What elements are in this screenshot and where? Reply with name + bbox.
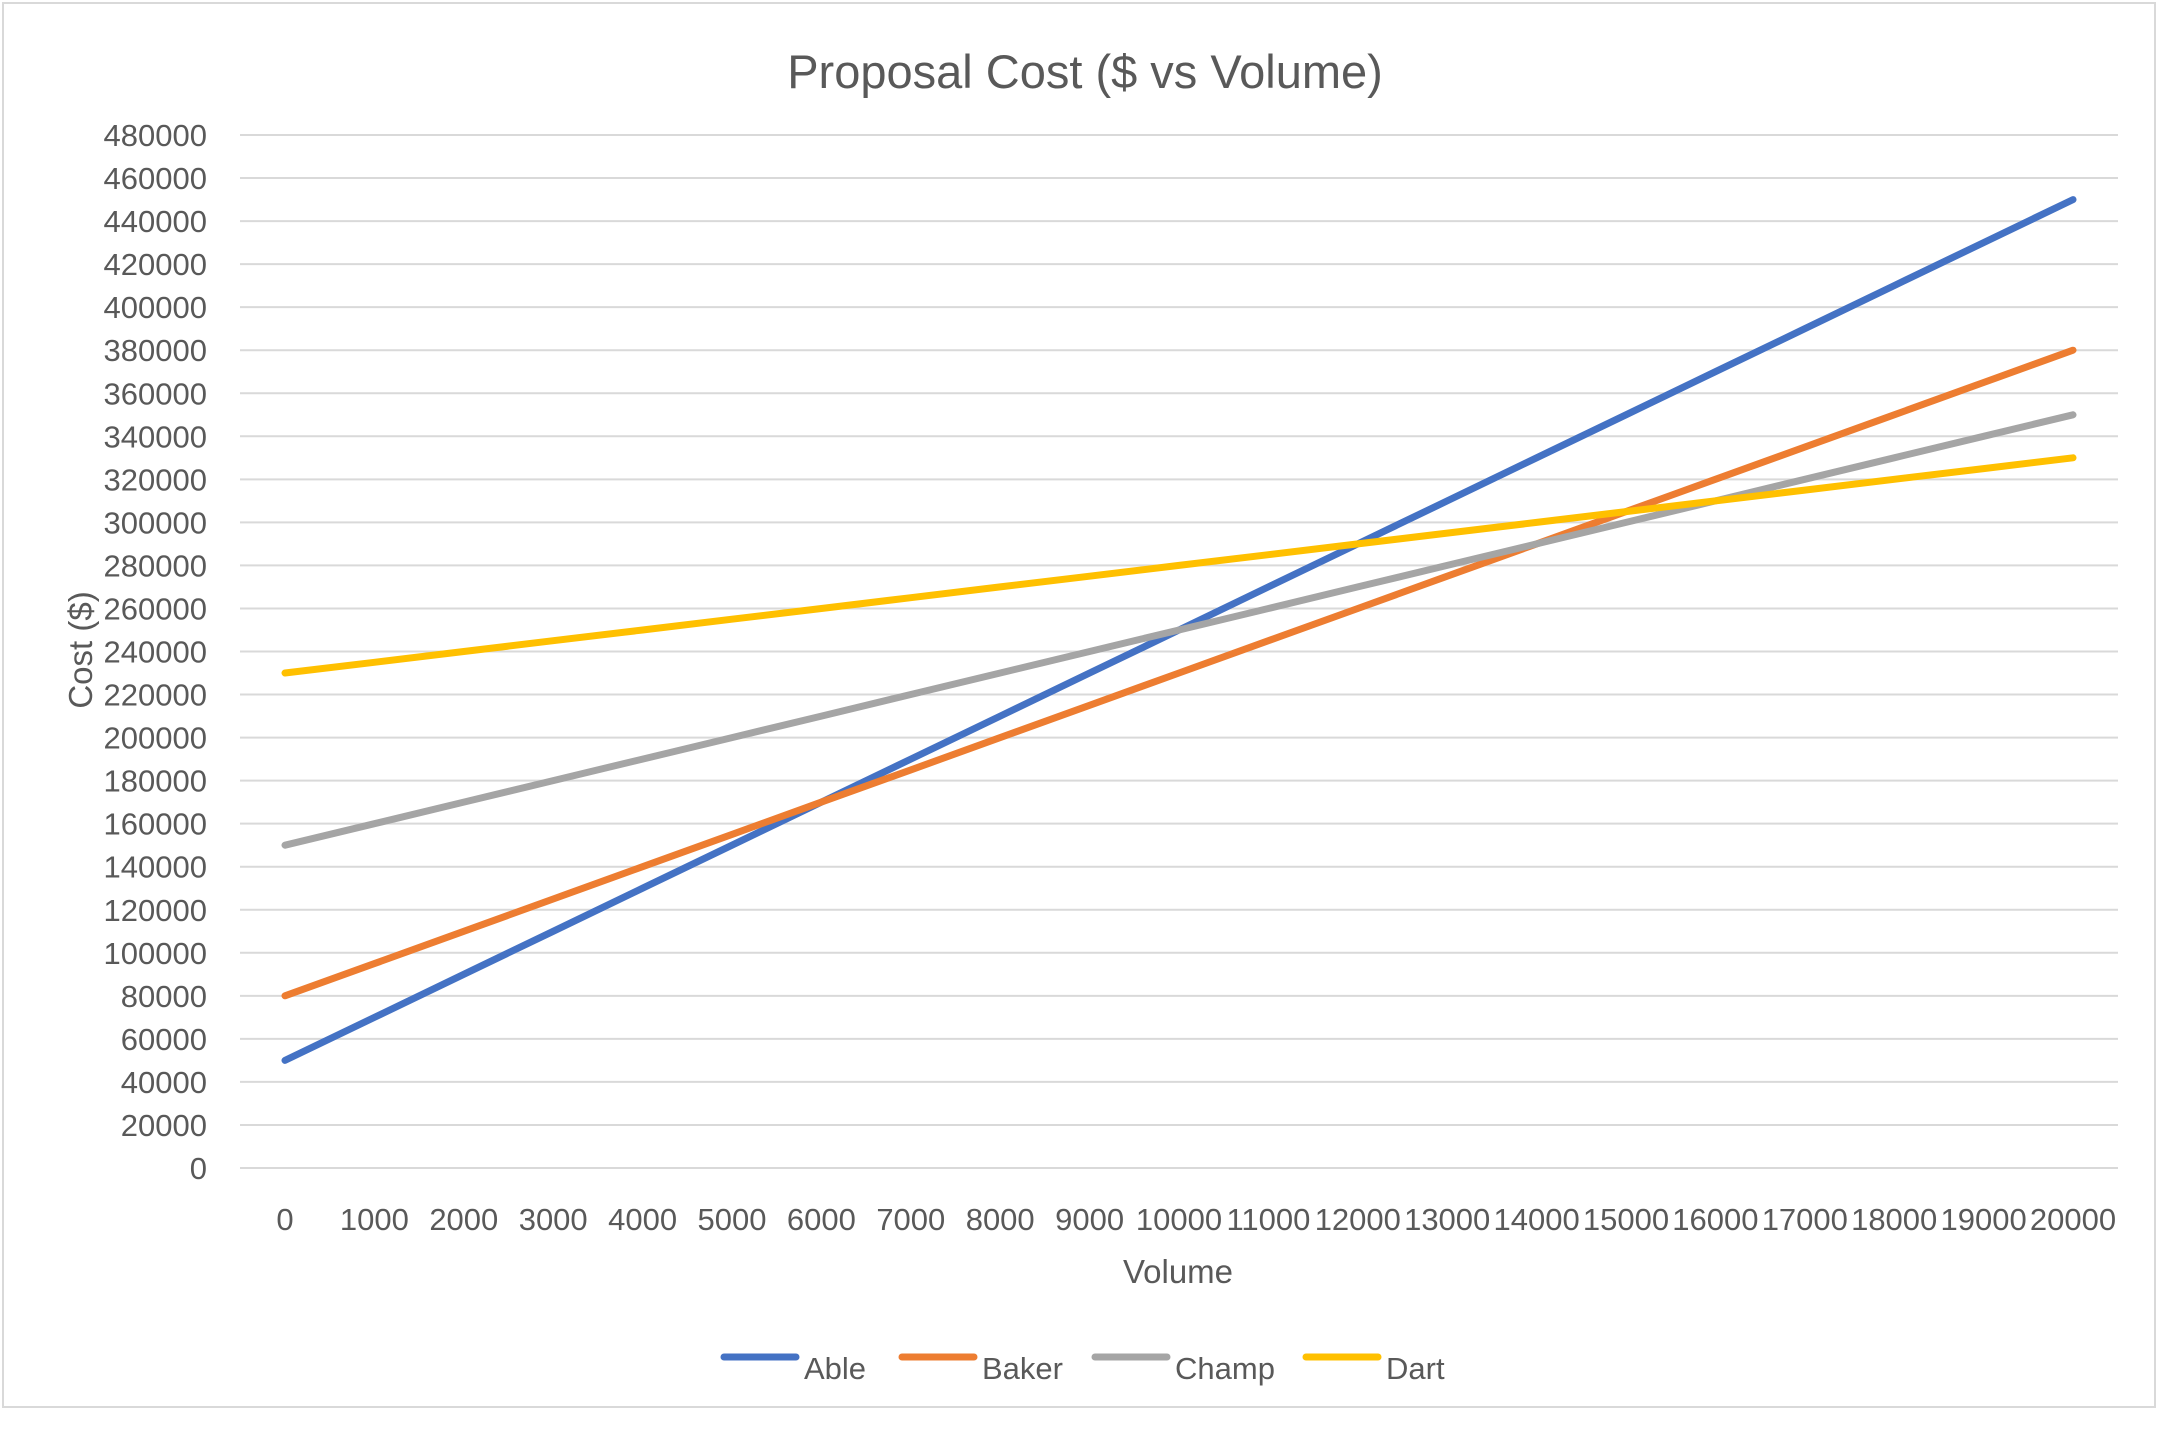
x-tick-label: 5000 bbox=[698, 1202, 767, 1237]
y-tick-label: 300000 bbox=[104, 505, 207, 540]
y-tick-label: 480000 bbox=[104, 118, 207, 153]
x-tick-label: 6000 bbox=[787, 1202, 856, 1237]
legend-item-able: Able bbox=[720, 1351, 866, 1386]
y-tick-label: 420000 bbox=[104, 247, 207, 282]
y-tick-label: 80000 bbox=[121, 979, 207, 1014]
legend-label: Dart bbox=[1386, 1351, 1445, 1386]
x-tick-label: 20000 bbox=[2030, 1202, 2116, 1237]
x-tick-label: 2000 bbox=[429, 1202, 498, 1237]
x-tick-label: 1000 bbox=[340, 1202, 409, 1237]
y-tick-label: 0 bbox=[190, 1151, 207, 1186]
x-tick-label: 0 bbox=[276, 1202, 293, 1237]
y-tick-label: 320000 bbox=[104, 462, 207, 497]
series-line-dart bbox=[281, 454, 2077, 677]
x-tick-label: 9000 bbox=[1055, 1202, 1124, 1237]
x-tick-label: 4000 bbox=[608, 1202, 677, 1237]
legend-item-baker: Baker bbox=[898, 1351, 1063, 1386]
y-tick-label: 160000 bbox=[104, 807, 207, 842]
x-tick-label: 10000 bbox=[1136, 1202, 1222, 1237]
y-tick-label: 180000 bbox=[104, 764, 207, 799]
y-tick-label: 200000 bbox=[104, 721, 207, 756]
y-tick-label: 440000 bbox=[104, 204, 207, 239]
y-tick-label: 280000 bbox=[104, 548, 207, 583]
legend-label: Champ bbox=[1175, 1351, 1275, 1386]
x-tick-label: 18000 bbox=[1851, 1202, 1937, 1237]
y-tick-label: 260000 bbox=[104, 591, 207, 626]
x-axis-ticks: 0 1000 2000 3000 4000 5000 6000 7000 8000 9000 100… bbox=[276, 1202, 2116, 1237]
y-tick-label: 120000 bbox=[104, 893, 207, 928]
x-tick-label: 13000 bbox=[1404, 1202, 1490, 1237]
y-axis-ticks: 0 20000 40000 60000 80000 100000 120000 140000 1… bbox=[104, 118, 207, 1186]
series-line-baker bbox=[281, 346, 2077, 1000]
x-tick-label: 7000 bbox=[876, 1202, 945, 1237]
x-tick-label: 3000 bbox=[519, 1202, 588, 1237]
x-tick-label: 17000 bbox=[1762, 1202, 1848, 1237]
legend: Able Baker Champ Dart bbox=[720, 1351, 1445, 1386]
y-tick-label: 140000 bbox=[104, 850, 207, 885]
x-tick-label: 14000 bbox=[1493, 1202, 1579, 1237]
y-tick-label: 460000 bbox=[104, 161, 207, 196]
y-tick-label: 340000 bbox=[104, 419, 207, 454]
x-axis-title: Volume bbox=[1123, 1253, 1233, 1290]
y-tick-label: 60000 bbox=[121, 1022, 207, 1057]
y-tick-label: 240000 bbox=[104, 635, 207, 670]
x-tick-label: 19000 bbox=[1940, 1202, 2026, 1237]
gridlines bbox=[240, 134, 2118, 1169]
legend-label: Able bbox=[804, 1351, 866, 1386]
y-tick-label: 220000 bbox=[104, 678, 207, 713]
y-tick-label: 20000 bbox=[121, 1108, 207, 1143]
y-tick-label: 380000 bbox=[104, 333, 207, 368]
legend-item-champ: Champ bbox=[1091, 1351, 1275, 1386]
chart-area bbox=[2, 2, 2156, 1408]
x-tick-label: 12000 bbox=[1315, 1202, 1401, 1237]
x-tick-label: 8000 bbox=[966, 1202, 1035, 1237]
y-axis-title: Cost ($) bbox=[62, 591, 99, 708]
chart-title: Proposal Cost ($ vs Volume) bbox=[787, 45, 1383, 98]
legend-label: Baker bbox=[982, 1351, 1063, 1386]
y-tick-label: 360000 bbox=[104, 376, 207, 411]
x-tick-label: 15000 bbox=[1583, 1202, 1669, 1237]
series-line-champ bbox=[281, 411, 2077, 849]
series-lines bbox=[281, 196, 2077, 1064]
y-tick-label: 100000 bbox=[104, 936, 207, 971]
x-tick-label: 16000 bbox=[1672, 1202, 1758, 1237]
legend-item-dart: Dart bbox=[1302, 1351, 1445, 1386]
y-tick-label: 40000 bbox=[121, 1065, 207, 1100]
y-tick-label: 400000 bbox=[104, 290, 207, 325]
x-tick-label: 11000 bbox=[1226, 1202, 1310, 1237]
